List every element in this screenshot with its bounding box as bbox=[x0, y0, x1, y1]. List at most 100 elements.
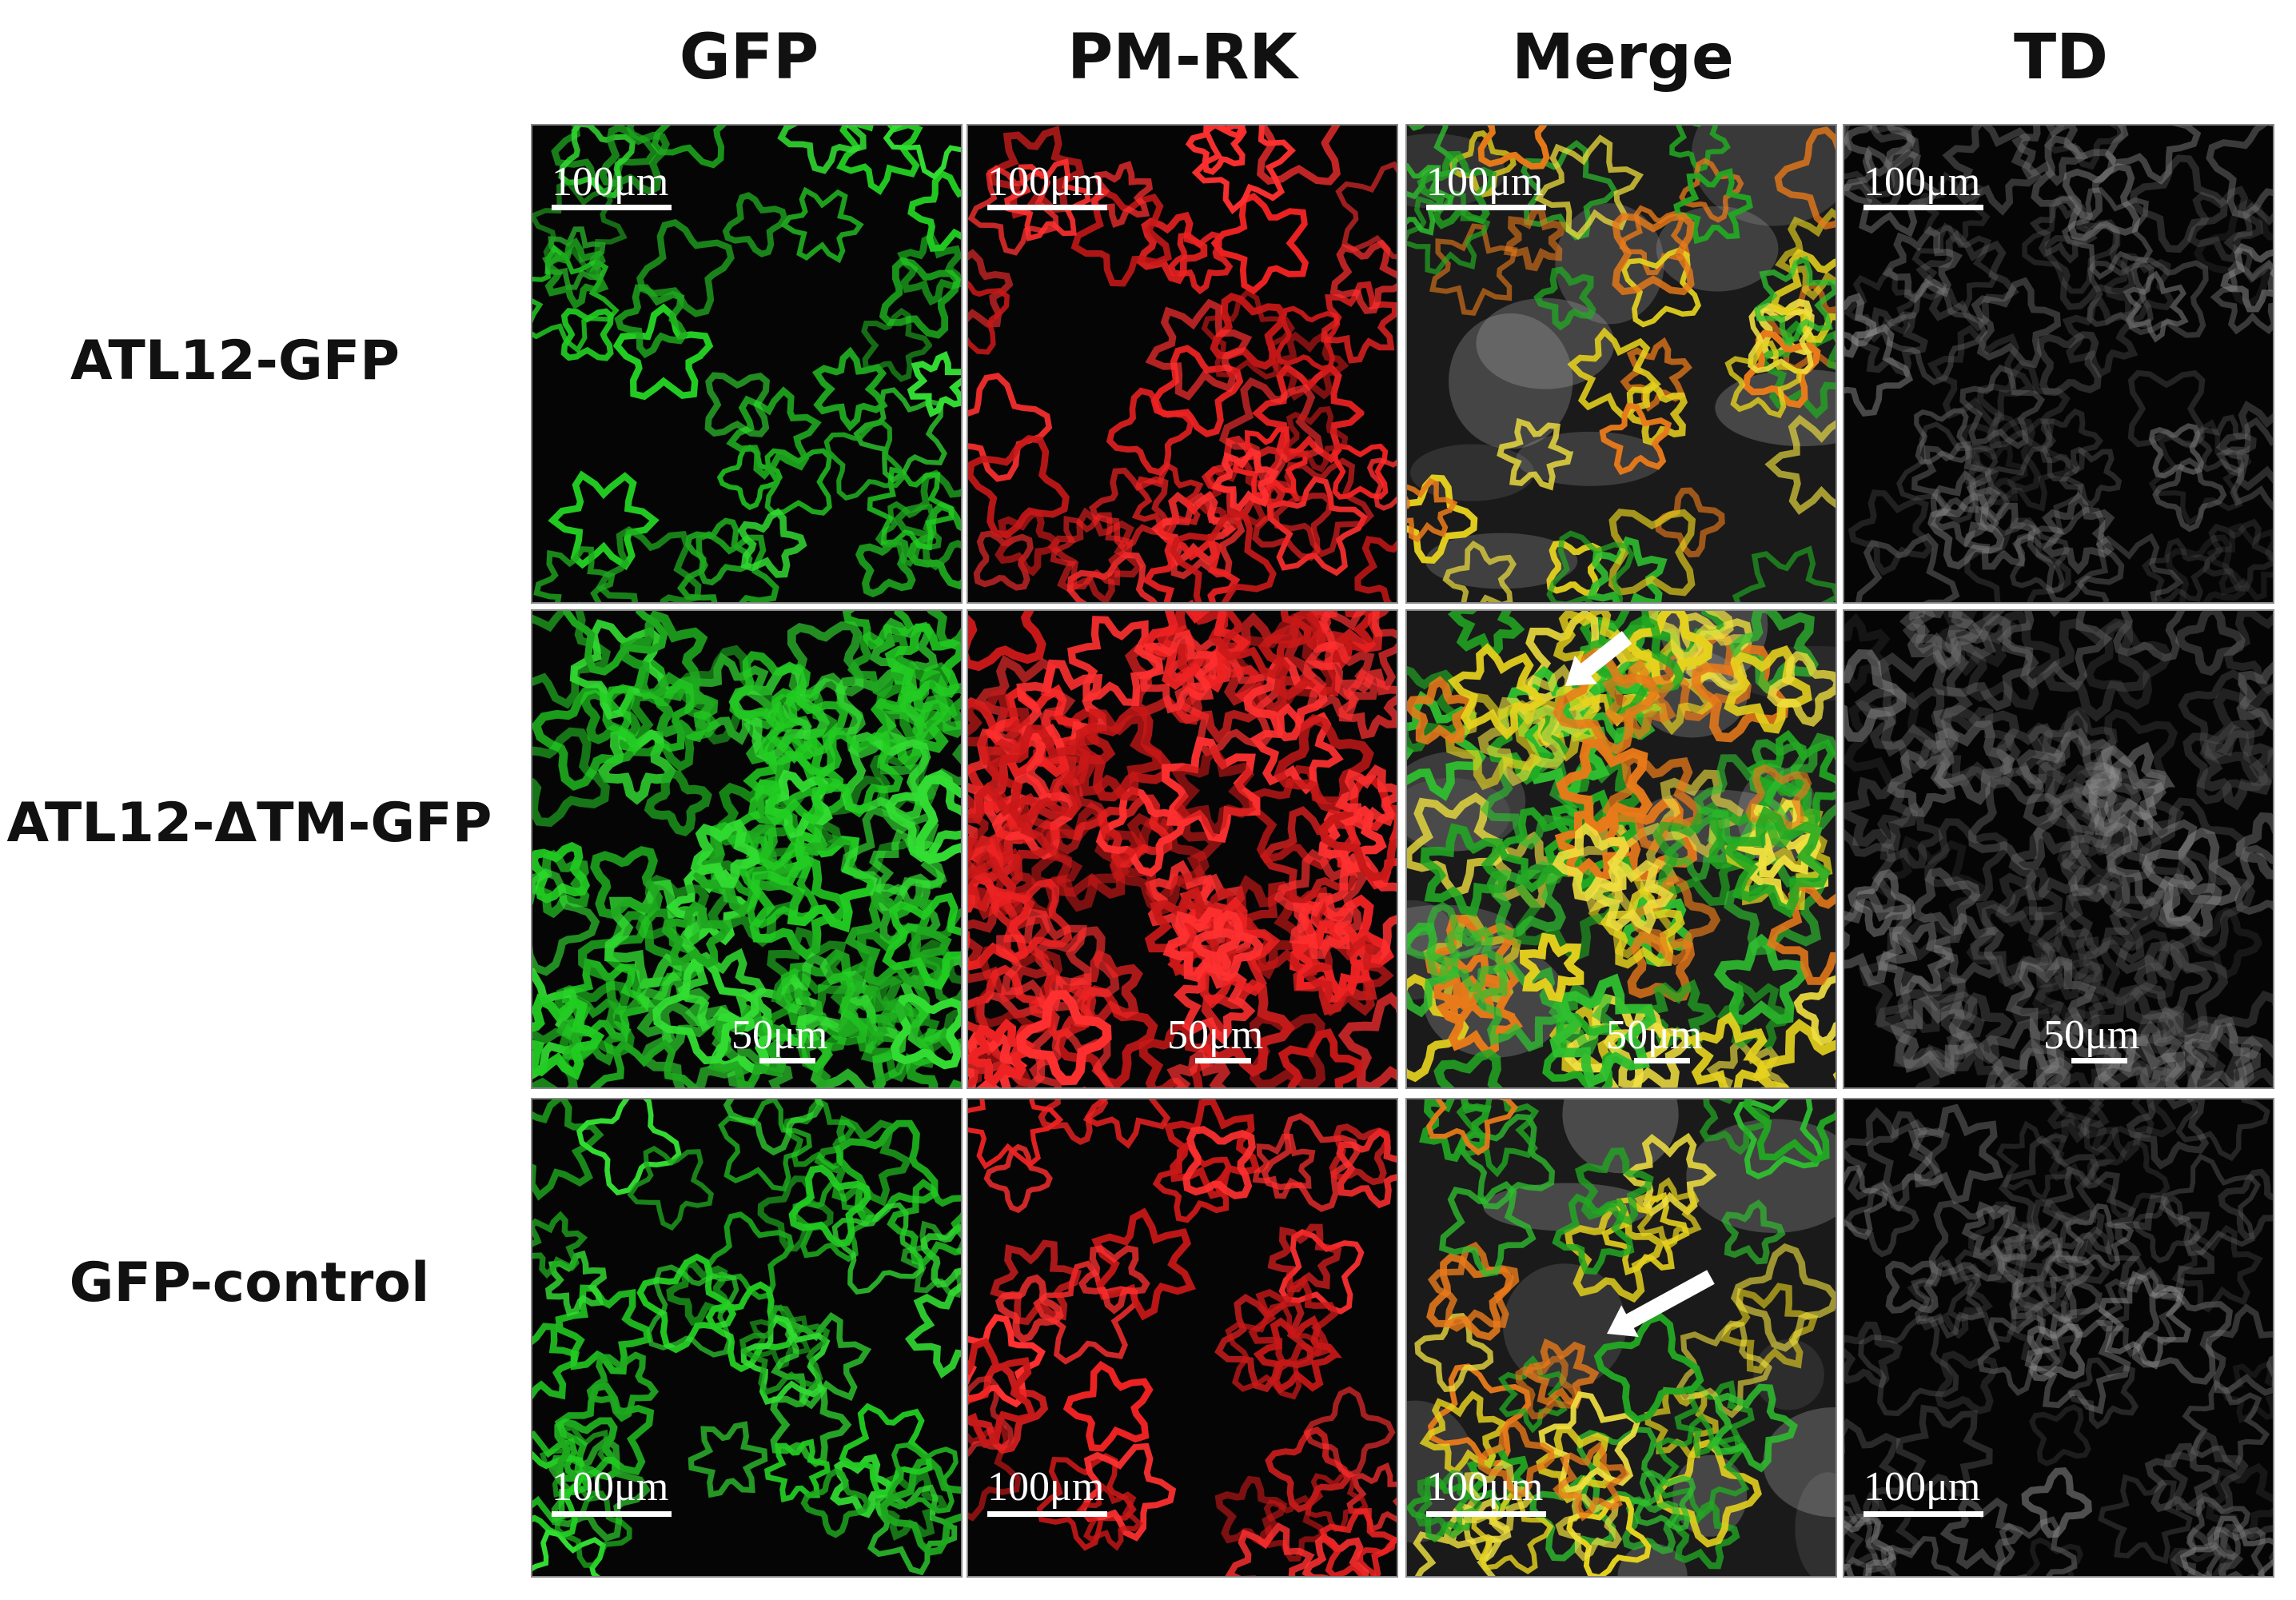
cell-outline bbox=[1963, 502, 2037, 570]
cell-outline bbox=[2084, 741, 2176, 824]
cell-outline bbox=[2049, 1021, 2121, 1088]
cell-outline bbox=[967, 610, 1046, 672]
cell-outline bbox=[532, 1026, 579, 1088]
cell-outline bbox=[1902, 610, 2006, 674]
cell-outline bbox=[2042, 1166, 2136, 1255]
cell-outline bbox=[1621, 1496, 1680, 1554]
cell-outline bbox=[2062, 296, 2139, 378]
cell-outline bbox=[636, 218, 735, 317]
cell-outline bbox=[2144, 1442, 2220, 1518]
scale-bar-label: 100μm bbox=[552, 1464, 668, 1510]
cell-outline bbox=[1699, 1099, 1770, 1155]
cell-outline bbox=[1907, 1255, 1994, 1339]
cell-outline bbox=[1201, 289, 1296, 380]
cell-outline bbox=[1414, 1470, 1483, 1539]
cell-outline bbox=[1669, 125, 1731, 173]
cell-outline bbox=[704, 372, 770, 437]
cell-outline bbox=[2024, 1537, 2084, 1577]
cell-outline bbox=[2206, 125, 2274, 219]
cell-outline bbox=[2005, 956, 2097, 1042]
cell-outline bbox=[743, 735, 844, 827]
cell-outline bbox=[1258, 1494, 1326, 1562]
cell-outline bbox=[1966, 903, 2055, 991]
cell-outline bbox=[580, 684, 641, 744]
cell-outline bbox=[1979, 1018, 2065, 1088]
cell-outline bbox=[2210, 259, 2274, 335]
cell-outline bbox=[1971, 277, 2062, 369]
cell-outline bbox=[1942, 125, 2043, 216]
scale-bar bbox=[987, 1511, 1107, 1517]
cell-outline bbox=[1357, 1537, 1397, 1577]
cell-outline bbox=[2007, 1295, 2084, 1367]
cell-outline bbox=[1406, 477, 1458, 543]
cell-outline bbox=[739, 1304, 831, 1396]
panel-border bbox=[1405, 124, 1837, 604]
cell-outline bbox=[1420, 823, 1508, 917]
cell-outline bbox=[2106, 811, 2203, 909]
cell-outline bbox=[1601, 752, 1702, 852]
cell-outline bbox=[569, 619, 670, 720]
cell-outline bbox=[1924, 818, 2008, 902]
cell-outline bbox=[2171, 1224, 2263, 1313]
cell-outline bbox=[554, 1383, 655, 1482]
cell-outline bbox=[788, 1164, 871, 1248]
cell-outline bbox=[875, 939, 962, 1053]
cell-outline bbox=[1887, 748, 1956, 817]
cell-outline bbox=[1249, 1013, 1326, 1088]
cell-outline bbox=[855, 537, 916, 598]
cell-outline bbox=[1844, 146, 1940, 237]
cell-outline bbox=[2234, 844, 2274, 916]
cell-outline bbox=[2011, 125, 2088, 186]
scale-bar bbox=[552, 1511, 672, 1517]
cell-outline bbox=[1961, 1201, 2027, 1263]
cell-outline bbox=[532, 727, 610, 828]
cell-outline bbox=[2205, 1462, 2274, 1540]
cell-outline bbox=[2015, 709, 2118, 814]
arrow-head bbox=[1565, 655, 1597, 686]
cell-outline bbox=[2220, 242, 2274, 313]
cell-outline bbox=[532, 1099, 604, 1201]
cell-outline bbox=[1793, 975, 1836, 1046]
cell-outline bbox=[1848, 868, 1916, 938]
cell-outline bbox=[1914, 1035, 2015, 1088]
cell-outline bbox=[652, 957, 759, 1065]
cell-outline bbox=[973, 530, 1034, 591]
cell-outline bbox=[2230, 1035, 2274, 1088]
cell-outline bbox=[823, 419, 905, 501]
cell-outline bbox=[1170, 509, 1277, 603]
cell-outline bbox=[2059, 446, 2123, 509]
cell-outline bbox=[1278, 1028, 1363, 1088]
cell-outline bbox=[1987, 1223, 2063, 1302]
cell-outline bbox=[1844, 1512, 1897, 1577]
cell-outline bbox=[1911, 222, 1999, 313]
cell-outline bbox=[1967, 776, 2063, 871]
cell-outline bbox=[1252, 362, 1365, 464]
cell-outline bbox=[967, 373, 1053, 482]
cell-outline bbox=[1656, 769, 1744, 858]
cell-outline bbox=[1754, 255, 1836, 345]
cell-outline bbox=[2129, 154, 2229, 253]
cell-outline bbox=[2087, 260, 2154, 328]
cell-outline bbox=[1261, 1112, 1361, 1212]
cell-outline bbox=[2081, 766, 2185, 863]
cell-outline bbox=[532, 179, 628, 273]
cell-outline bbox=[532, 1323, 580, 1401]
cell-outline bbox=[2186, 1495, 2251, 1561]
cell-outline bbox=[666, 1259, 732, 1327]
cell-outline bbox=[562, 610, 668, 676]
cell-outline bbox=[1593, 1313, 1704, 1424]
cell-outline bbox=[1911, 867, 1981, 936]
cell-outline bbox=[1406, 125, 1457, 200]
cell-outline bbox=[1873, 835, 1987, 941]
cell-outline bbox=[2180, 1022, 2262, 1088]
cell-outline bbox=[2032, 1030, 2122, 1088]
cell-outline bbox=[532, 993, 605, 1080]
cell-outline bbox=[2118, 1019, 2183, 1088]
cell-outline bbox=[1366, 457, 1397, 511]
cell-outline bbox=[1406, 676, 1475, 745]
cell-outline bbox=[1301, 934, 1394, 1017]
cell-outline bbox=[1329, 1123, 1391, 1186]
cell-outline bbox=[1769, 248, 1836, 343]
cell-outline bbox=[1895, 1404, 1993, 1498]
cell-outline bbox=[766, 688, 837, 760]
